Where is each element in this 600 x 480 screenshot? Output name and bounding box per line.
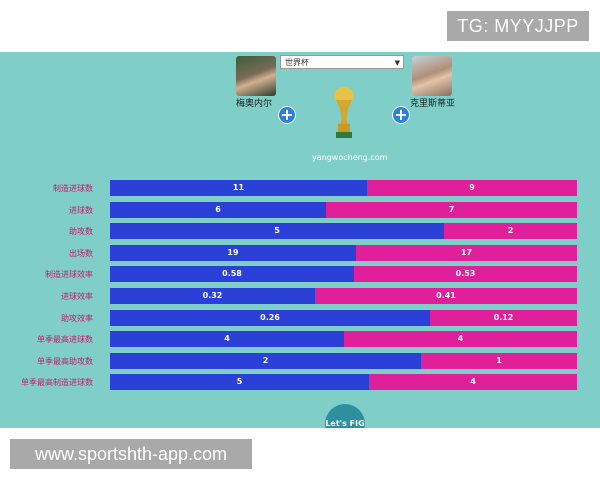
- stat-bar: 0.58 0.53: [110, 266, 577, 282]
- add-player-left-button[interactable]: +: [278, 106, 296, 124]
- stat-label: 制造进球效率: [45, 270, 93, 279]
- add-player-right-button[interactable]: +: [392, 106, 410, 124]
- bar-segment-left: 11: [110, 180, 367, 196]
- bar-segment-left: 0.58: [110, 266, 354, 282]
- bar-segment-left: 5: [110, 374, 369, 390]
- competition-select-value: 世界杯: [285, 58, 309, 67]
- stat-label: 助攻效率: [61, 314, 93, 323]
- stat-label: 单季最高制造进球数: [21, 378, 93, 387]
- stat-label: 助攻数: [69, 227, 93, 236]
- player-left-name: 梅奥内尔: [236, 99, 273, 109]
- player-left-avatar[interactable]: [236, 56, 276, 96]
- bar-segment-left: 4: [110, 331, 344, 347]
- bar-segment-right: 2: [444, 223, 577, 239]
- lets-go-button[interactable]: Let's FIG: [325, 404, 365, 428]
- comparison-panel: 梅奥内尔 克里斯蒂亚 世界杯 ▼ + + yangwocheng.com 制造进…: [0, 52, 600, 428]
- bar-segment-right: 1: [421, 353, 577, 369]
- stat-label: 进球效率: [61, 292, 93, 301]
- chevron-down-icon: ▼: [394, 59, 400, 67]
- stat-bar: 11 9: [110, 180, 577, 196]
- bar-segment-right: 0.53: [354, 266, 577, 282]
- watermark-bottom: www.sportshth-app.com: [10, 439, 252, 469]
- bar-segment-left: 6: [110, 202, 326, 218]
- trophy-icon: [334, 87, 354, 138]
- site-label: yangwocheng.com: [312, 153, 388, 162]
- bar-segment-right: 17: [356, 245, 577, 261]
- bar-segment-right: 7: [326, 202, 577, 218]
- bar-segment-right: 0.41: [315, 288, 577, 304]
- bar-segment-left: 0.32: [110, 288, 315, 304]
- stat-bar: 0.32 0.41: [110, 288, 577, 304]
- stat-label: 单季最高进球数: [37, 335, 93, 344]
- player-right-name: 克里斯蒂亚: [410, 99, 456, 109]
- bar-segment-right: 0.12: [430, 310, 577, 326]
- stat-label: 制造进球数: [53, 184, 93, 193]
- stat-bar: 0.26 0.12: [110, 310, 577, 326]
- competition-select[interactable]: 世界杯 ▼: [280, 55, 404, 69]
- stat-label: 出场数: [69, 249, 93, 258]
- bar-segment-left: 2: [110, 353, 421, 369]
- bar-segment-left: 0.26: [110, 310, 430, 326]
- stat-label: 单季最高助攻数: [37, 357, 93, 366]
- stat-bar: 19 17: [110, 245, 577, 261]
- watermark-top: TG: MYYJJPP: [447, 11, 589, 41]
- bar-segment-left: 19: [110, 245, 356, 261]
- stat-label: 进球数: [69, 206, 93, 215]
- bar-segment-right: 4: [344, 331, 577, 347]
- bar-segment-left: 5: [110, 223, 444, 239]
- player-right-avatar[interactable]: [412, 56, 452, 96]
- bar-segment-right: 9: [367, 180, 577, 196]
- bar-segment-right: 4: [369, 374, 577, 390]
